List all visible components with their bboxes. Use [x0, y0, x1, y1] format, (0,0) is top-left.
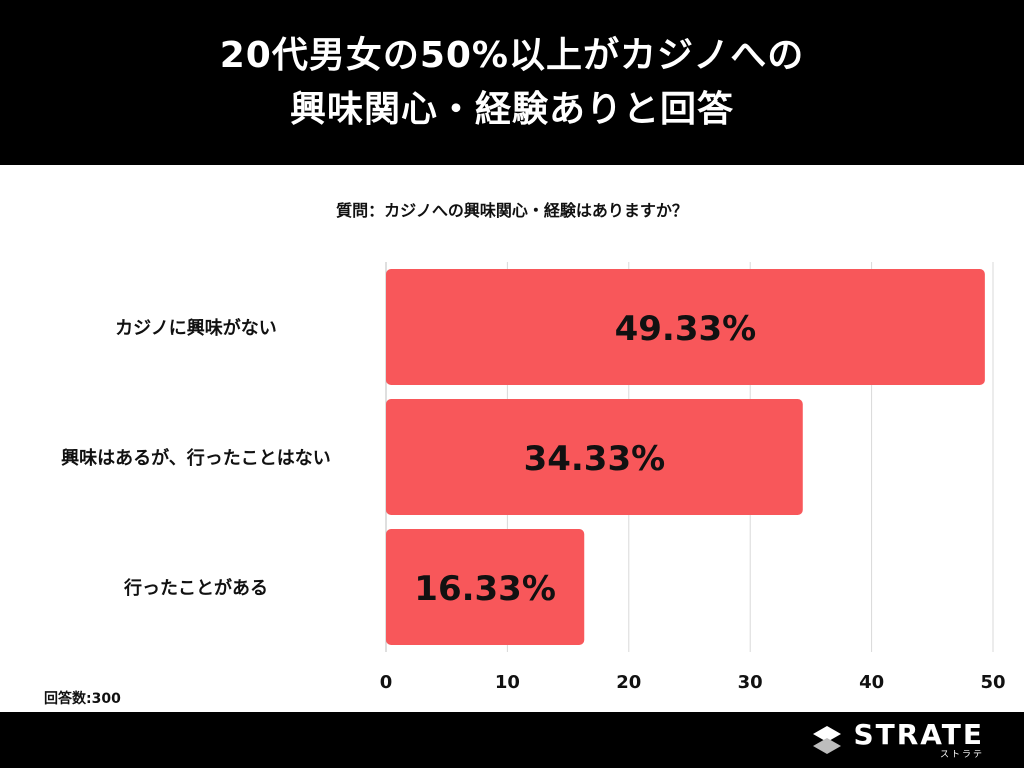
title-line-1: 20代男女の50%以上がカジノへの [219, 34, 805, 76]
logo-wordmark: STRATE [853, 718, 984, 751]
bar-chart: 49.33% カジノに興味がない 34.33% 興味はあるが、行ったことはない 16.3… [61, 262, 1006, 693]
x-tick-label: 30 [738, 672, 763, 693]
title-banner: 20代男女の50%以上がカジノへの 興味関心・経験ありと回答 [0, 0, 1024, 165]
strate-logo: STRATE ストラテ [809, 718, 984, 762]
strate-logo-icon [813, 726, 842, 754]
data-label: 49.33% [615, 309, 757, 349]
title-line-2: 興味関心・経験ありと回答 [289, 88, 734, 130]
x-tick-label: 10 [495, 672, 520, 693]
data-label: 16.33% [414, 569, 556, 609]
logo-subtext: ストラテ [939, 750, 984, 760]
x-tick-label: 20 [616, 672, 641, 693]
bar [386, 269, 985, 385]
survey-question: 質問：カジノへの興味関心・経験はありますか？ [336, 201, 688, 220]
bar [386, 529, 585, 645]
x-tick-label: 40 [859, 672, 884, 693]
footer-bar: STRATE ストラテ [0, 712, 1024, 768]
category-label: 行ったことがある [123, 577, 268, 599]
data-label: 34.33% [524, 439, 666, 479]
bar [386, 399, 803, 515]
respondent-count: 回答数:300 [44, 691, 121, 707]
x-tick-label: 0 [380, 672, 393, 693]
category-label: カジノに興味がない [115, 317, 277, 339]
x-tick-label: 50 [980, 672, 1005, 693]
category-label: 興味はあるが、行ったことはない [61, 447, 331, 469]
